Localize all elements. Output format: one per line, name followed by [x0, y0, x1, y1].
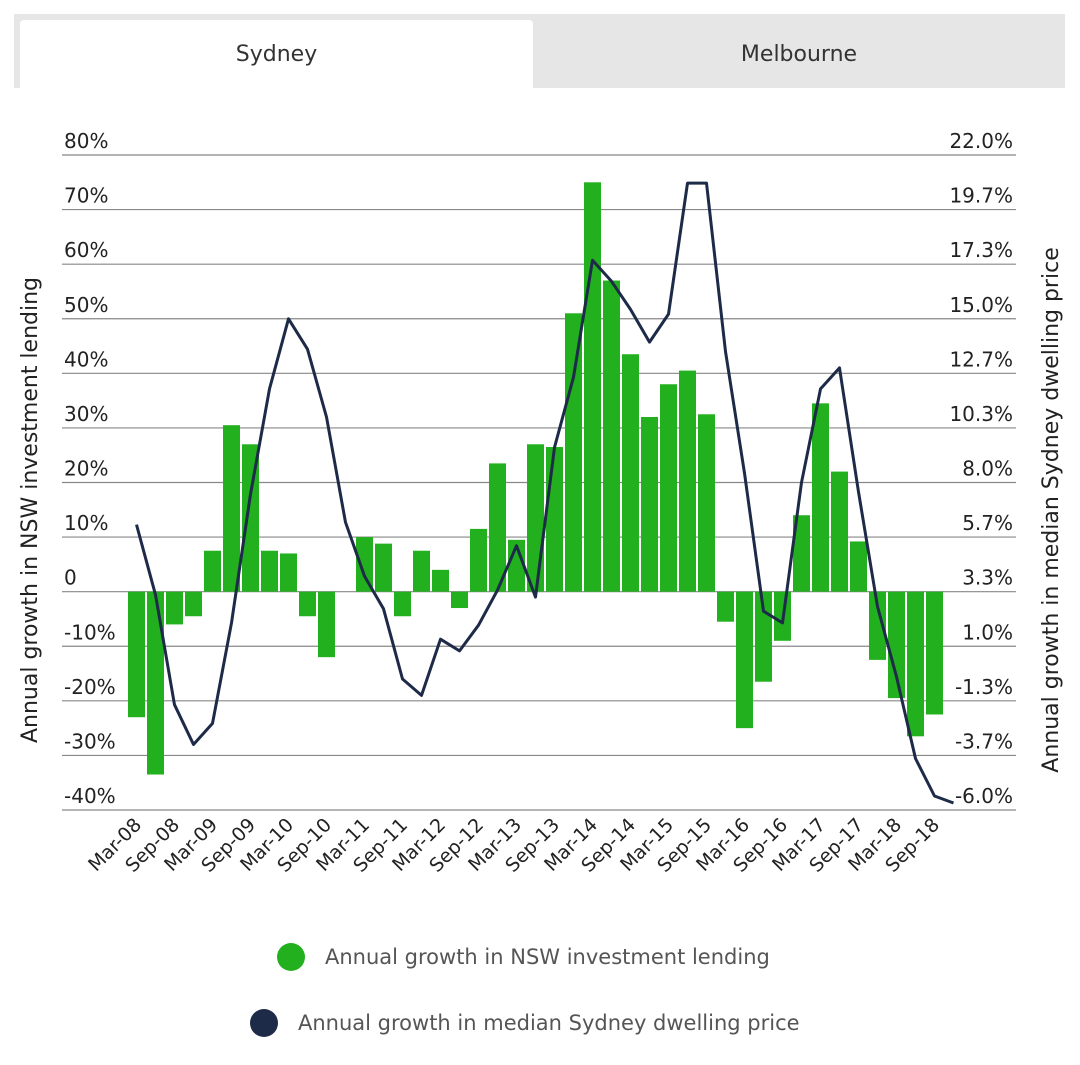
y-left-tick-label: 60%: [64, 238, 108, 262]
bar: [679, 370, 696, 592]
bar: [470, 528, 487, 592]
bar: [641, 417, 658, 592]
bar: [413, 550, 430, 592]
legend-label-price: Annual growth in median Sydney dwelling …: [298, 1011, 800, 1035]
y-right-tick-label: -1.3%: [955, 675, 1013, 699]
legend-marker-price: [250, 1009, 278, 1037]
chart: 80% 70% 60% 50% 40% 30% 20% 10% 0 -10% -20% -30% -40…: [18, 129, 1064, 877]
bar: [204, 550, 221, 592]
bar: [888, 591, 905, 699]
y-right-tick-label: 15.0%: [949, 293, 1013, 317]
bar: [318, 591, 335, 658]
bar: [736, 591, 753, 729]
y-axis-left-title: Annual growth in NSW investment lending: [18, 277, 43, 743]
tab-bar: Sydney Melbourne: [14, 14, 1065, 88]
x-axis: Mar-08Sep-08Mar-09Sep-09Mar-10Sep-10Mar-…: [84, 814, 944, 877]
bar: [261, 550, 278, 592]
y-axis-left: 80% 70% 60% 50% 40% 30% 20% 10% 0 -10% -20% -30% -40…: [64, 129, 116, 808]
bar: [375, 543, 392, 592]
y-left-tick-label: -30%: [64, 729, 116, 753]
bar: [831, 471, 848, 592]
bar: [812, 403, 829, 592]
y-right-tick-label: 3.3%: [962, 566, 1013, 590]
bar: [166, 591, 183, 625]
bar: [603, 280, 620, 592]
y-left-tick-label: 30%: [64, 402, 108, 426]
y-left-tick-label: 20%: [64, 457, 108, 481]
bar: [698, 414, 715, 592]
y-right-tick-label: 5.7%: [962, 511, 1013, 535]
tab-melbourne[interactable]: Melbourne: [740, 41, 858, 67]
bar: [185, 591, 202, 617]
bar: [394, 591, 411, 617]
y-left-tick-label: -20%: [64, 675, 116, 699]
y-right-tick-label: 17.3%: [949, 238, 1013, 262]
line-series: [135, 181, 955, 805]
bar: [128, 591, 145, 718]
legend-item-price: Annual growth in median Sydney dwelling …: [250, 1009, 800, 1037]
y-right-tick-label: 8.0%: [962, 457, 1013, 481]
bar: [622, 354, 639, 592]
bar: [223, 425, 240, 592]
bar: [299, 591, 316, 617]
bar: [565, 313, 582, 592]
bar: [869, 591, 886, 660]
bar: [926, 591, 943, 715]
y-left-tick-label: 40%: [64, 347, 108, 371]
y-left-tick-label: 50%: [64, 293, 108, 317]
bar: [660, 384, 677, 592]
legend-label-lending: Annual growth in NSW investment lending: [325, 945, 770, 969]
y-right-tick-label: -6.0%: [955, 784, 1013, 808]
y-left-tick-label: 80%: [64, 129, 108, 153]
y-left-tick-label: -10%: [64, 620, 116, 644]
y-left-tick-label: 10%: [64, 511, 108, 535]
y-right-tick-label: 22.0%: [949, 129, 1013, 153]
bar-series: [128, 182, 943, 775]
legend-item-lending: Annual growth in NSW investment lending: [277, 943, 770, 971]
bar: [546, 447, 563, 592]
grid-lines: [62, 154, 1016, 811]
y-right-tick-label: -3.7%: [955, 729, 1013, 753]
bar: [451, 591, 468, 609]
y-left-tick-label: 0: [64, 566, 77, 590]
tab-sydney[interactable]: Sydney: [20, 20, 533, 88]
bar: [147, 591, 164, 775]
y-right-tick-label: 10.3%: [949, 402, 1013, 426]
legend-marker-lending: [277, 943, 305, 971]
y-left-tick-label: -40%: [64, 784, 116, 808]
bar: [280, 553, 297, 592]
bar: [242, 444, 259, 592]
y-left-tick-label: 70%: [64, 184, 108, 208]
bar: [584, 182, 601, 592]
bar: [907, 591, 924, 737]
bar: [793, 515, 810, 592]
bar: [850, 541, 867, 592]
bar: [489, 463, 506, 592]
bar: [432, 569, 449, 592]
y-axis-right: 22.0% 19.7% 17.3% 15.0% 12.7% 10.3% 8.0% 5.7% 3.…: [949, 129, 1013, 808]
y-axis-right-title: Annual growth in median Sydney dwelling …: [1039, 247, 1064, 772]
y-right-tick-label: 12.7%: [949, 347, 1013, 371]
y-right-tick-label: 19.7%: [949, 184, 1013, 208]
bar: [717, 591, 734, 622]
y-right-tick-label: 1.0%: [962, 620, 1013, 644]
bar: [356, 537, 373, 592]
bar: [527, 444, 544, 592]
